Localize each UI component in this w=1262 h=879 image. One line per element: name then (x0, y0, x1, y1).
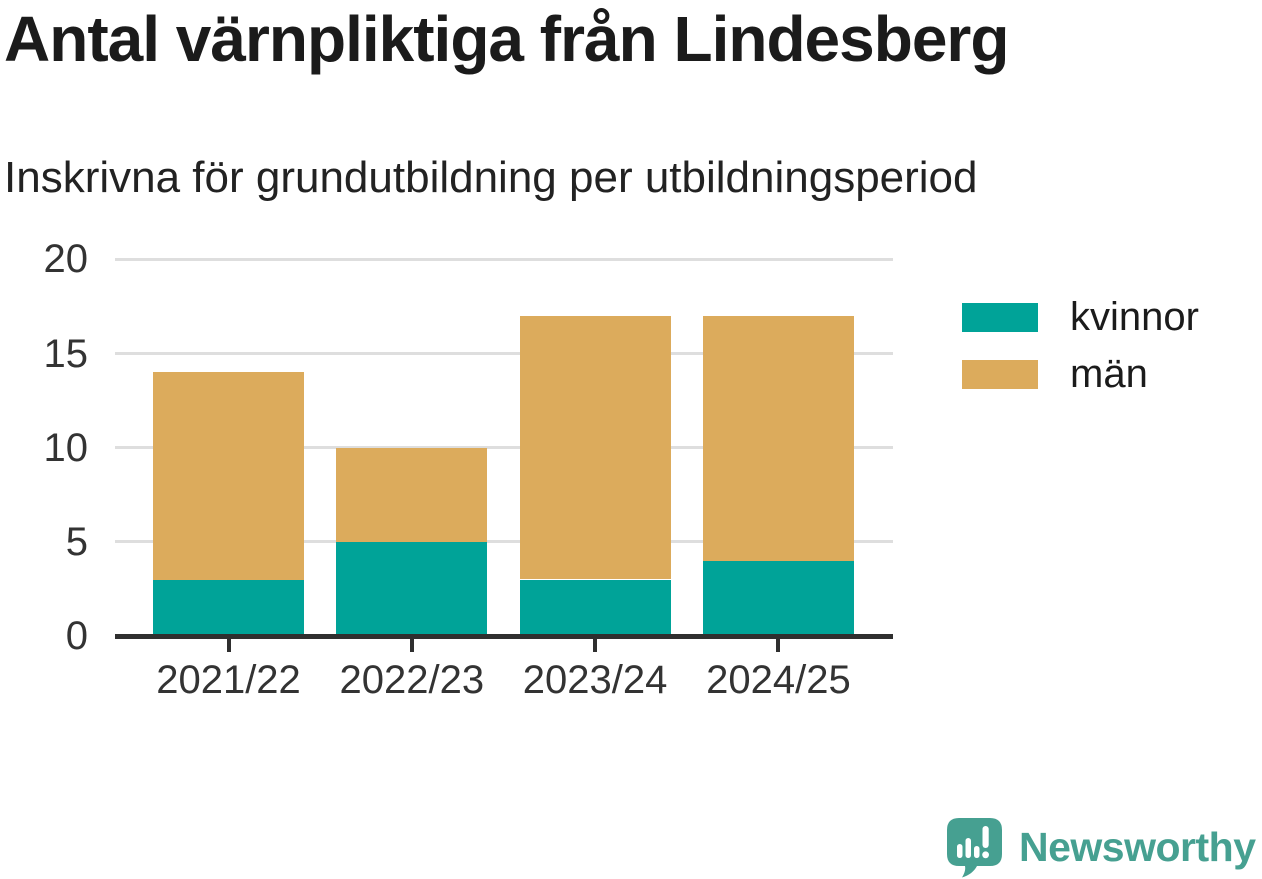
newsworthy-logo-text: Newsworthy (1019, 824, 1256, 870)
gridline-y-15 (115, 352, 893, 356)
logo-bar-1 (957, 844, 963, 858)
newsworthy-logo-icon (947, 818, 1002, 878)
chart-title: Antal värnpliktiga från Lindesberg (4, 3, 1009, 75)
bar-segment-män-3 (702, 315, 854, 561)
gridline-y-20 (115, 257, 893, 261)
legend-label-kvinnor: kvinnor (1070, 295, 1199, 339)
bar-segment-män-0 (153, 372, 304, 580)
bar-segment-kvinnor-0 (153, 579, 304, 636)
x-axis-tick (409, 638, 414, 652)
logo-exclamation-bar (982, 826, 989, 848)
x-axis-tick-label: 2021/22 (156, 658, 301, 702)
y-axis-tick-label: 10 (43, 425, 89, 470)
bar-segment-kvinnor-3 (702, 560, 854, 636)
legend-swatch-män (962, 360, 1038, 389)
bar-segment-män-2 (519, 315, 671, 580)
y-axis-tick-label: 0 (65, 614, 88, 658)
logo-bar-2 (965, 838, 971, 858)
x-axis-tick-label: 2022/23 (339, 658, 485, 702)
chart-subtitle: Inskrivna för grundutbildning per utbild… (4, 153, 978, 202)
x-axis-tick (776, 638, 781, 652)
x-axis-tick-label: 2024/25 (706, 658, 851, 702)
bar-segment-kvinnor-1 (336, 541, 488, 636)
x-axis-line (115, 633, 893, 639)
y-axis-tick-label: 5 (65, 519, 88, 564)
gridline-y-5 (115, 540, 893, 544)
gridline-y-10 (115, 446, 893, 450)
x-axis-tick (226, 638, 231, 652)
legend: kvinnor män (962, 295, 1199, 417)
legend-item-kvinnor: kvinnor (962, 295, 1199, 339)
x-axis-tick-label: 2023/24 (522, 658, 668, 702)
bar-segment-kvinnor-2 (519, 579, 671, 636)
newsworthy-logo: Newsworthy (946, 817, 1256, 878)
legend-label-män: män (1070, 352, 1148, 396)
legend-item-män: män (962, 352, 1199, 396)
bar-segment-män-1 (336, 447, 488, 542)
logo-bar-3 (974, 846, 980, 858)
legend-swatch-kvinnor (962, 303, 1038, 332)
logo-exclamation-dot (982, 851, 989, 859)
y-axis-tick-label: 15 (43, 331, 89, 376)
y-axis-tick-label: 20 (43, 237, 89, 282)
x-axis-tick (593, 638, 598, 652)
